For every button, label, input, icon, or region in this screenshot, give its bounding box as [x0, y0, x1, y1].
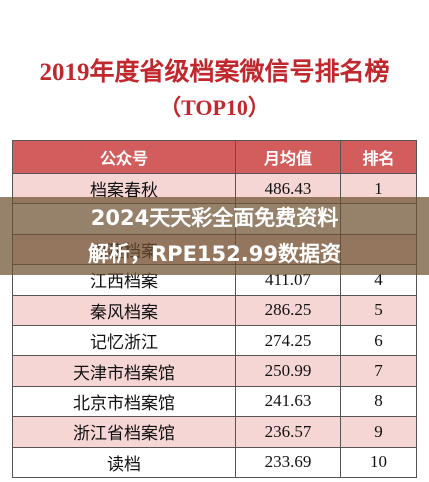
- table-cell: 排名: [340, 140, 417, 174]
- table-cell: 北京市档案馆: [12, 385, 236, 418]
- banner-line[interactable]: 2024天天彩全面免费资料: [90, 206, 339, 230]
- table-cell: 241.63: [235, 385, 341, 418]
- table-cell: 公众号: [12, 140, 236, 174]
- table-cell: 5: [340, 294, 417, 326]
- table-cell: 月均值: [235, 140, 341, 174]
- table-cell: 9: [340, 416, 417, 448]
- banner[interactable]: 2024天天彩全面免费资料 解析，RPE152.99数据资: [0, 197, 429, 275]
- table-cell: 233.69: [235, 446, 341, 478]
- table-cell: 10: [340, 446, 417, 478]
- table-cell: 8: [340, 385, 417, 418]
- table-cell: 秦风档案: [12, 294, 236, 326]
- table-cell: 记忆浙江: [12, 325, 236, 357]
- title: 2019年度省级档案微信号排名榜: [39, 59, 390, 86]
- table-cell: 250.99: [235, 355, 341, 387]
- table-cell: 7: [340, 355, 417, 387]
- table-cell: 天津市档案馆: [12, 355, 236, 387]
- table-cell: 236.57: [235, 416, 341, 448]
- table-cell: 6: [340, 325, 417, 357]
- table-cell: 286.25: [235, 294, 341, 326]
- table-cell: 274.25: [235, 325, 341, 357]
- banner-line[interactable]: 解析，RPE152.99数据资: [88, 242, 341, 266]
- subtitle: （TOP10）: [159, 95, 270, 120]
- table-cell: 读档: [12, 446, 236, 478]
- table-cell: 浙江省档案馆: [12, 416, 236, 448]
